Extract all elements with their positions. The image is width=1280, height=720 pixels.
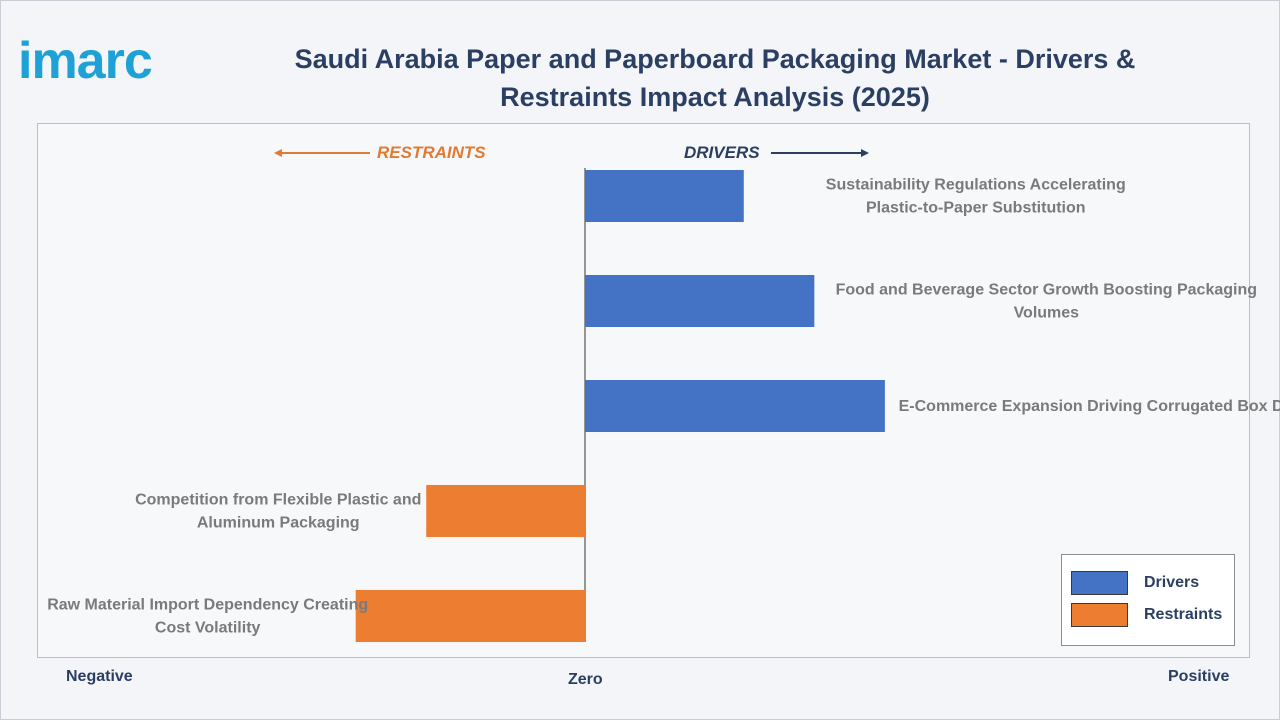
bar-label-5: Raw Material Import Dependency Creating C…: [47, 597, 368, 637]
bar-label-4: Competition from Flexible Plastic and Alu…: [135, 492, 421, 532]
legend-swatch-drivers: [1071, 571, 1128, 595]
restraints-heading: RESTRAINTS: [377, 143, 486, 162]
bar-restraint-5: [355, 590, 585, 642]
legend-item-drivers: Drivers: [1071, 571, 1199, 595]
bar-driver-2: [585, 275, 815, 327]
bar-label-1: Sustainability Regulations Accelerating P…: [826, 177, 1126, 217]
axis-positive-label: Positive: [1168, 668, 1230, 685]
legend-label-restraints: Restraints: [1144, 606, 1223, 623]
axis-zero-label: Zero: [568, 671, 603, 688]
chart-title: Saudi Arabia Paper and Paperboard Packag…: [294, 44, 1136, 112]
legend-label-drivers: Drivers: [1144, 574, 1200, 591]
axis-negative-label: Negative: [66, 668, 133, 685]
imarc-logo: imarc: [18, 32, 153, 90]
bar-label-2: Food and Beverage Sector Growth Boosting…: [836, 282, 1257, 322]
left-arrow-icon: [274, 149, 370, 157]
bar-driver-3: [585, 380, 885, 432]
drivers-heading: DRIVERS: [684, 143, 760, 162]
bar-driver-1: [585, 170, 744, 222]
right-arrow-icon: [771, 149, 869, 157]
bar-label-3: E-Commerce Expansion Driving Corrugated …: [899, 398, 1280, 415]
legend: Drivers Restraints: [1061, 554, 1235, 646]
legend-swatch-restraints: [1071, 603, 1128, 627]
svg-text:imarc: imarc: [18, 32, 152, 90]
bar-restraint-4: [426, 485, 585, 537]
legend-item-restraints: Restraints: [1071, 603, 1222, 627]
